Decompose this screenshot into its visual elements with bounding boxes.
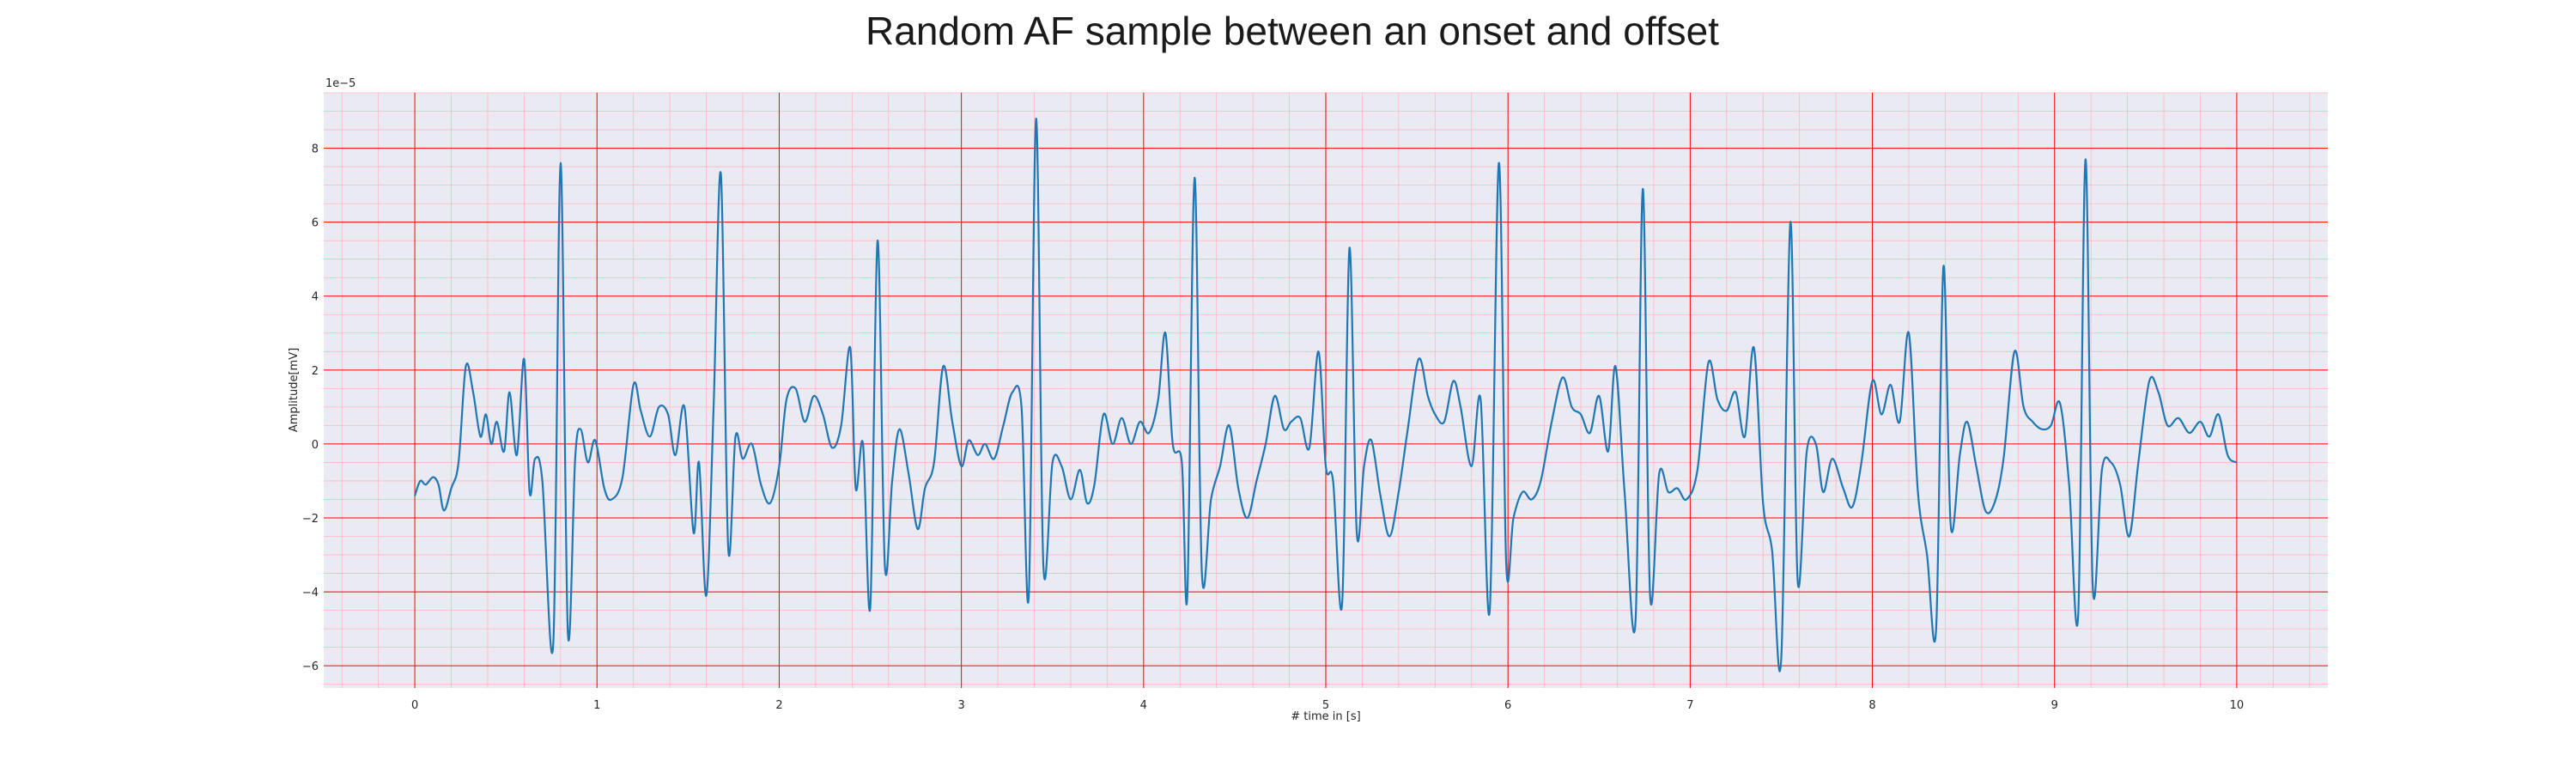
major-grid xyxy=(324,93,2328,688)
y-offset-label: 1e−5 xyxy=(325,77,355,90)
chart-title: Random AF sample between an onset and of… xyxy=(866,9,1719,53)
y-axis-label: Amplitude[mV] xyxy=(288,348,301,432)
y-tick-label: 0 xyxy=(312,439,319,452)
x-tick-label: 0 xyxy=(411,699,418,712)
x-tick-label: 8 xyxy=(1868,699,1875,712)
x-tick-label: 3 xyxy=(957,699,964,712)
y-tick-label: −6 xyxy=(302,660,319,673)
x-tick-label: 9 xyxy=(2051,699,2058,712)
x-tick-label: 1 xyxy=(593,699,600,712)
y-tick-label: −2 xyxy=(302,513,319,526)
y-tick-label: 4 xyxy=(312,291,319,304)
y-tick-label: 8 xyxy=(312,143,319,156)
signal-line xyxy=(414,118,2238,673)
x-tick-label: 2 xyxy=(775,699,782,712)
y-tick-labels: −6 −4 −2 0 2 4 6 8 xyxy=(302,143,319,674)
y-tick-label: −4 xyxy=(302,587,319,600)
x-tick-label: 6 xyxy=(1504,699,1511,712)
x-tick-label: 7 xyxy=(1686,699,1693,712)
y-tick-label: 2 xyxy=(312,365,319,378)
x-tick-label: 4 xyxy=(1140,699,1147,712)
x-tick-labels: 0 1 2 3 4 5 6 7 8 9 10 xyxy=(411,699,2244,712)
data-layer xyxy=(414,118,2238,673)
x-tick-label: 5 xyxy=(1322,699,1329,712)
x-tick-label: 10 xyxy=(2230,699,2245,712)
x-axis-label: # time in [s] xyxy=(1291,710,1360,723)
y-tick-label: 6 xyxy=(312,217,319,230)
